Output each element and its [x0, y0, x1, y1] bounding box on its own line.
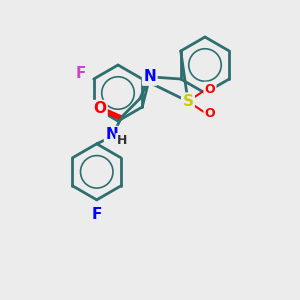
- Text: N: N: [143, 69, 156, 84]
- Text: O: O: [93, 101, 106, 116]
- Text: F: F: [92, 206, 102, 221]
- Text: F: F: [76, 66, 86, 81]
- Text: S: S: [182, 94, 194, 109]
- Text: H: H: [116, 134, 127, 147]
- Text: N: N: [105, 127, 118, 142]
- Text: O: O: [205, 83, 215, 96]
- Text: O: O: [205, 107, 215, 120]
